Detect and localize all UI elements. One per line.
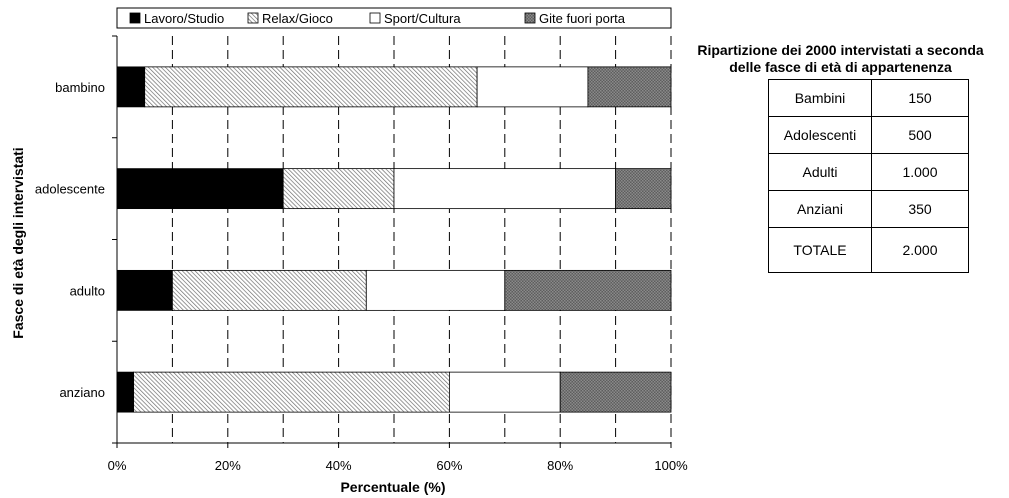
table-row: Adulti 1.000 bbox=[768, 153, 969, 191]
bar-sport-cultura bbox=[448, 371, 561, 413]
table-row: Adolescenti 500 bbox=[768, 116, 969, 154]
row-label: Adolescenti bbox=[768, 116, 872, 154]
table-row: Bambini 150 bbox=[768, 79, 969, 117]
total-value: 2.000 bbox=[871, 227, 969, 273]
bar-relax-gioco bbox=[133, 371, 450, 413]
bar-gite-fuori-porta bbox=[559, 371, 672, 413]
bar-lavoro-studio bbox=[116, 66, 146, 108]
row-value: 150 bbox=[871, 79, 969, 117]
legend-swatch bbox=[247, 12, 259, 24]
bar-relax-gioco bbox=[171, 269, 367, 311]
row-value: 1.000 bbox=[871, 153, 969, 191]
x-tick-label: 20% bbox=[215, 458, 241, 473]
bar-relax-gioco bbox=[282, 168, 395, 210]
legend-swatch bbox=[524, 12, 536, 24]
row-label: Anziani bbox=[768, 190, 872, 228]
row-value: 500 bbox=[871, 116, 969, 154]
bar-gite-fuori-porta bbox=[587, 66, 672, 108]
row-label: Bambini bbox=[768, 79, 872, 117]
bar-relax-gioco bbox=[144, 66, 478, 108]
legend-label: Gite fuori porta bbox=[539, 11, 626, 26]
bars bbox=[116, 66, 672, 413]
bar-gite-fuori-porta bbox=[615, 168, 672, 210]
bar-sport-cultura bbox=[393, 168, 617, 210]
legend-label: Lavoro/Studio bbox=[144, 11, 224, 26]
legend-label: Relax/Gioco bbox=[262, 11, 333, 26]
legend-label: Sport/Cultura bbox=[384, 11, 461, 26]
table-title: Ripartizione dei 2000 intervistati a sec… bbox=[672, 42, 1009, 76]
bar-lavoro-studio bbox=[116, 168, 284, 210]
y-tick-label: adulto bbox=[70, 283, 105, 298]
x-tick-label: 60% bbox=[436, 458, 462, 473]
bar-gite-fuori-porta bbox=[504, 269, 672, 311]
respondents-table: Bambini 150 Adolescenti 500 Adulti 1.000… bbox=[768, 79, 969, 273]
x-tick-label: 40% bbox=[326, 458, 352, 473]
bar-sport-cultura bbox=[476, 66, 589, 108]
legend: Lavoro/Studio Relax/Gioco Sport/Cultura Git… bbox=[116, 7, 672, 29]
x-tick-label: 80% bbox=[547, 458, 573, 473]
x-tick-label: 100% bbox=[654, 458, 688, 473]
x-axis-title: Percentuale (%) bbox=[340, 479, 445, 495]
y-axis-title: Fasce di età degli intervistati bbox=[10, 147, 26, 338]
table-title-line1: Ripartizione dei 2000 intervistati a sec… bbox=[697, 42, 984, 58]
bar-lavoro-studio bbox=[116, 371, 135, 413]
row-value: 350 bbox=[871, 190, 969, 228]
table-total-row: TOTALE 2.000 bbox=[768, 227, 969, 273]
total-label: TOTALE bbox=[768, 227, 872, 273]
bar-sport-cultura bbox=[365, 269, 506, 311]
row-label: Adulti bbox=[768, 153, 872, 191]
legend-swatch bbox=[129, 12, 141, 24]
y-tick-label: adolescente bbox=[35, 182, 105, 197]
x-tick-label: 0% bbox=[108, 458, 127, 473]
legend-swatch bbox=[369, 12, 381, 24]
bar-lavoro-studio bbox=[116, 269, 173, 311]
table-title-line2: delle fasce di età di appartenenza bbox=[729, 59, 952, 75]
table-row: Anziani 350 bbox=[768, 190, 969, 228]
y-tick-label: anziano bbox=[59, 385, 105, 400]
y-tick-label: bambino bbox=[55, 80, 105, 95]
axes: bambino adolescente adulto anziano 0% 20% 40% 6… bbox=[35, 35, 688, 473]
